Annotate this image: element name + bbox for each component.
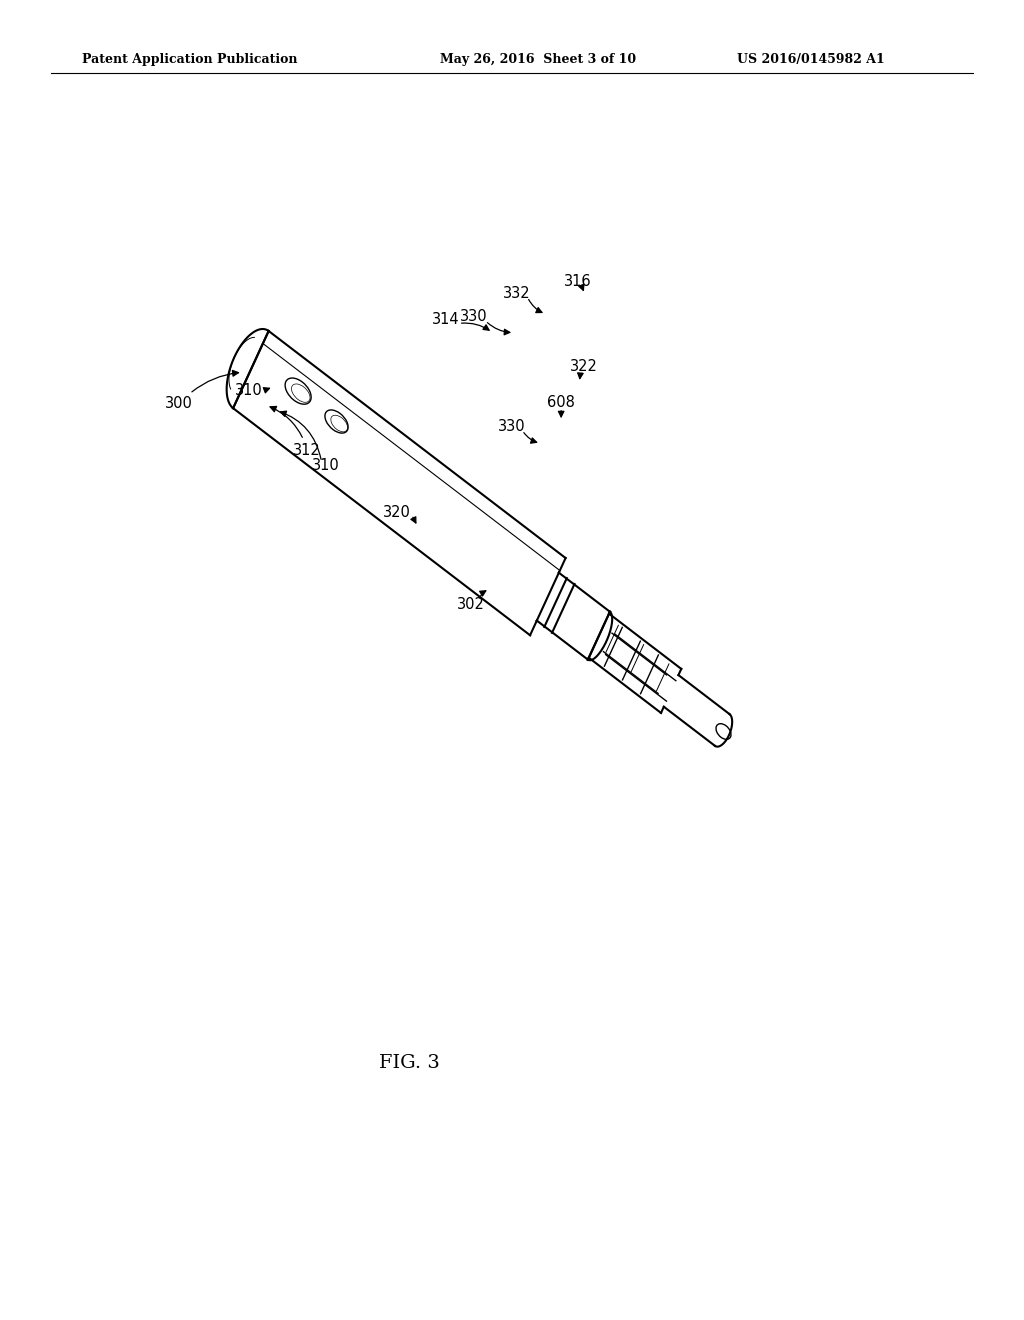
- Text: Patent Application Publication: Patent Application Publication: [82, 53, 297, 66]
- Text: 300: 300: [165, 371, 239, 412]
- Text: 322: 322: [569, 359, 598, 375]
- Text: May 26, 2016  Sheet 3 of 10: May 26, 2016 Sheet 3 of 10: [440, 53, 637, 66]
- Text: 310: 310: [311, 458, 340, 474]
- Text: FIG. 3: FIG. 3: [379, 1053, 440, 1072]
- Text: 320: 320: [383, 504, 412, 520]
- Text: US 2016/0145982 A1: US 2016/0145982 A1: [737, 53, 885, 66]
- Text: 312: 312: [270, 407, 322, 458]
- Text: 310: 310: [234, 383, 263, 399]
- Text: 608: 608: [547, 395, 575, 411]
- Text: 316: 316: [564, 273, 591, 289]
- Text: 302: 302: [457, 597, 485, 612]
- Text: 330: 330: [461, 309, 487, 325]
- Text: 332: 332: [504, 285, 530, 301]
- Text: 314: 314: [432, 312, 459, 327]
- Text: 330: 330: [499, 418, 525, 434]
